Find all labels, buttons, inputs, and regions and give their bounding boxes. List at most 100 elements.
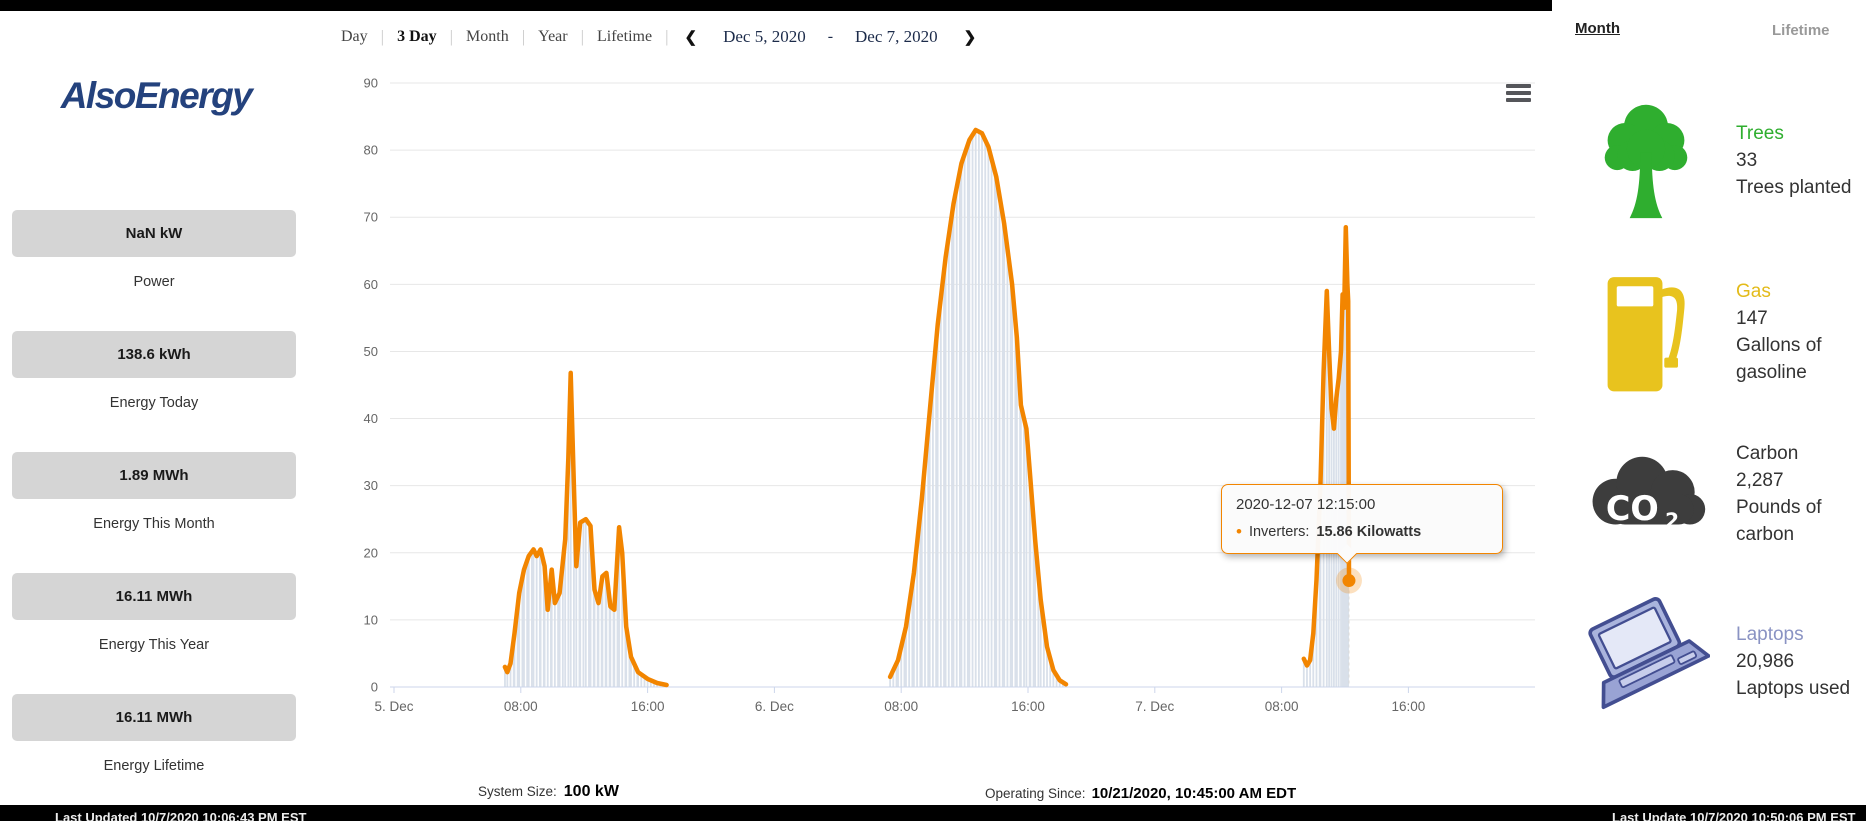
stat-label: Energy This Year — [98, 637, 210, 653]
stat-block-energy-this-year: 16.11 MWh Energy This Year — [12, 573, 296, 694]
tab-separator: | — [665, 27, 669, 46]
eco-tab-month[interactable]: Month — [1575, 20, 1620, 37]
stat-value-card: 16.11 MWh — [12, 573, 296, 620]
svg-text:2: 2 — [1665, 508, 1679, 532]
status-last-updated-right: Last Update 10/7/2020 10:50:06 PM EST — [1612, 810, 1856, 821]
system-size: System Size: 100 kW — [478, 783, 619, 801]
svg-text:5. Dec: 5. Dec — [374, 699, 413, 714]
eco-text-laptops: Laptops 20,986 Laptops used — [1736, 621, 1866, 702]
tab-3-day[interactable]: 3 Day — [397, 28, 437, 45]
eco-unit: Trees planted — [1736, 176, 1852, 198]
co2-cloud-icon: CO 2 — [1592, 456, 1706, 532]
chart-header: Day | 3 Day | Month | Year | Lifetime | ❮ Dec 5, … — [328, 20, 992, 54]
tab-separator: | — [449, 27, 454, 46]
series-bullet-icon: • — [1236, 522, 1242, 541]
hamburger-bar — [1506, 91, 1531, 95]
stat-cards: NaN kW Power 138.6 kWh Energy Today 1.89 MWh… — [12, 210, 296, 815]
prev-date-icon[interactable]: ❮ — [684, 29, 698, 46]
eco-value: 2,287 — [1736, 470, 1784, 491]
eco-value: 20,986 — [1736, 650, 1795, 672]
stat-label: Power — [133, 274, 175, 290]
chart-tooltip: 2020-12-07 12:15:00 • Inverters: 15.86 K… — [1221, 484, 1503, 564]
power-chart-svg[interactable]: 0 10 20 30 40 50 60 70 80 90 5. Dec 08:00 16:00 6. De… — [330, 60, 1582, 725]
stat-block-energy-lifetime: 16.11 MWh Energy Lifetime — [12, 694, 296, 815]
svg-text:30: 30 — [364, 478, 378, 493]
date-range-end[interactable]: Dec 7, 2020 — [855, 27, 938, 46]
svg-text:08:00: 08:00 — [504, 699, 538, 714]
status-last-updated-left: Last Updated 10/7/2020 10:06:43 PM EST — [55, 810, 307, 821]
laptop-icon — [1588, 597, 1710, 710]
laptop-icon — [1556, 592, 1736, 730]
eco-unit: Laptops used — [1736, 677, 1851, 699]
tab-month[interactable]: Month — [466, 28, 509, 45]
eco-row-laptops: Laptops 20,986 Laptops used — [1556, 586, 1866, 736]
svg-text:16:00: 16:00 — [631, 699, 665, 714]
power-chart-area[interactable]: 0 10 20 30 40 50 60 70 80 90 5. Dec 08:00 16:00 6. De… — [330, 60, 1582, 725]
tooltip-series-row: • Inverters: 15.86 Kilowatts — [1236, 522, 1488, 541]
eco-value: 33 — [1736, 149, 1758, 171]
tab-lifetime[interactable]: Lifetime — [597, 28, 653, 45]
sidebar: AlsoEnergy NaN kW Power 138.6 kWh Energy To… — [0, 11, 310, 805]
x-axis: 5. Dec 08:00 16:00 6. Dec 08:00 16:00 7. Dec 08… — [374, 686, 1535, 714]
date-range-separator: - — [827, 28, 834, 45]
svg-text:08:00: 08:00 — [1265, 699, 1299, 714]
svg-text:08:00: 08:00 — [884, 699, 918, 714]
svg-text:90: 90 — [364, 76, 378, 91]
stat-block-energy-today: 138.6 kWh Energy Today — [12, 331, 296, 452]
top-black-bar — [0, 0, 1552, 11]
hamburger-bar — [1506, 84, 1531, 88]
svg-text:70: 70 — [364, 210, 378, 225]
eco-value: 147 — [1736, 308, 1768, 329]
eco-row-trees: Trees 33 Trees planted — [1556, 86, 1866, 234]
date-range-start[interactable]: Dec 5, 2020 — [723, 27, 806, 46]
hamburger-bar — [1506, 98, 1531, 102]
eco-text-gas: Gas 147 Gallons of gasoline — [1736, 278, 1866, 386]
operating-since: Operating Since: 10/21/2020, 10:45:00 AM … — [985, 785, 1296, 802]
svg-text:16:00: 16:00 — [1011, 699, 1045, 714]
hamburger-menu-icon[interactable] — [1506, 84, 1531, 105]
eco-title: Trees — [1736, 122, 1784, 144]
tab-separator: | — [380, 27, 385, 46]
active-point-marker — [1342, 574, 1356, 588]
stat-value-card: 16.11 MWh — [12, 694, 296, 741]
svg-text:0: 0 — [371, 680, 378, 695]
inverters-line-series — [502, 127, 1352, 688]
system-size-value: 100 kW — [563, 783, 619, 800]
tooltip-value: 15.86 Kilowatts — [1316, 524, 1422, 540]
eco-row-gas: Gas 147 Gallons of gasoline — [1556, 258, 1866, 406]
eco-title: Gas — [1736, 281, 1771, 302]
operating-since-label: Operating Since: — [985, 786, 1086, 801]
alsoenergy-logo: AlsoEnergy — [60, 75, 253, 116]
bottom-black-bar: Last Updated 10/7/2020 10:06:43 PM EST L… — [0, 805, 1866, 821]
svg-text:20: 20 — [364, 545, 378, 560]
tooltip-timestamp: 2020-12-07 12:15:00 — [1236, 496, 1376, 513]
stat-value-card: 138.6 kWh — [12, 331, 296, 378]
tab-year[interactable]: Year — [538, 28, 568, 45]
svg-text:16:00: 16:00 — [1392, 699, 1426, 714]
eco-panel: Month Lifetime Trees 33 Trees planted Gas 1… — [1556, 0, 1866, 805]
stat-label: Energy Lifetime — [103, 758, 205, 774]
stat-block-power: NaN kW Power — [12, 210, 296, 331]
svg-text:CO: CO — [1606, 489, 1659, 528]
system-size-label: System Size: — [478, 784, 557, 799]
stat-block-energy-this-month: 1.89 MWh Energy This Month — [12, 452, 296, 573]
eco-tab-lifetime[interactable]: Lifetime — [1772, 22, 1830, 39]
eco-unit: Gallons of gasoline — [1736, 335, 1822, 383]
stat-value-card: NaN kW — [12, 210, 296, 257]
gas-pump-icon — [1556, 268, 1736, 396]
svg-text:80: 80 — [364, 143, 378, 158]
range-tabs: Day | 3 Day | Month | Year | Lifetime | — [328, 27, 669, 47]
svg-text:6. Dec: 6. Dec — [755, 699, 794, 714]
eco-title: Laptops — [1736, 623, 1804, 645]
eco-title: Carbon — [1736, 443, 1799, 464]
svg-text:10: 10 — [364, 612, 378, 627]
stat-value-card: 1.89 MWh — [12, 452, 296, 499]
next-date-icon[interactable]: ❯ — [963, 29, 977, 46]
tree-icon — [1604, 104, 1688, 219]
gas-pump-icon — [1607, 277, 1685, 392]
tab-day[interactable]: Day — [341, 28, 368, 45]
stat-label: Energy Today — [109, 395, 199, 411]
eco-text-carbon: Carbon 2,287 Pounds of carbon — [1736, 440, 1866, 548]
tooltip-series-label: Inverters: — [1248, 524, 1310, 540]
